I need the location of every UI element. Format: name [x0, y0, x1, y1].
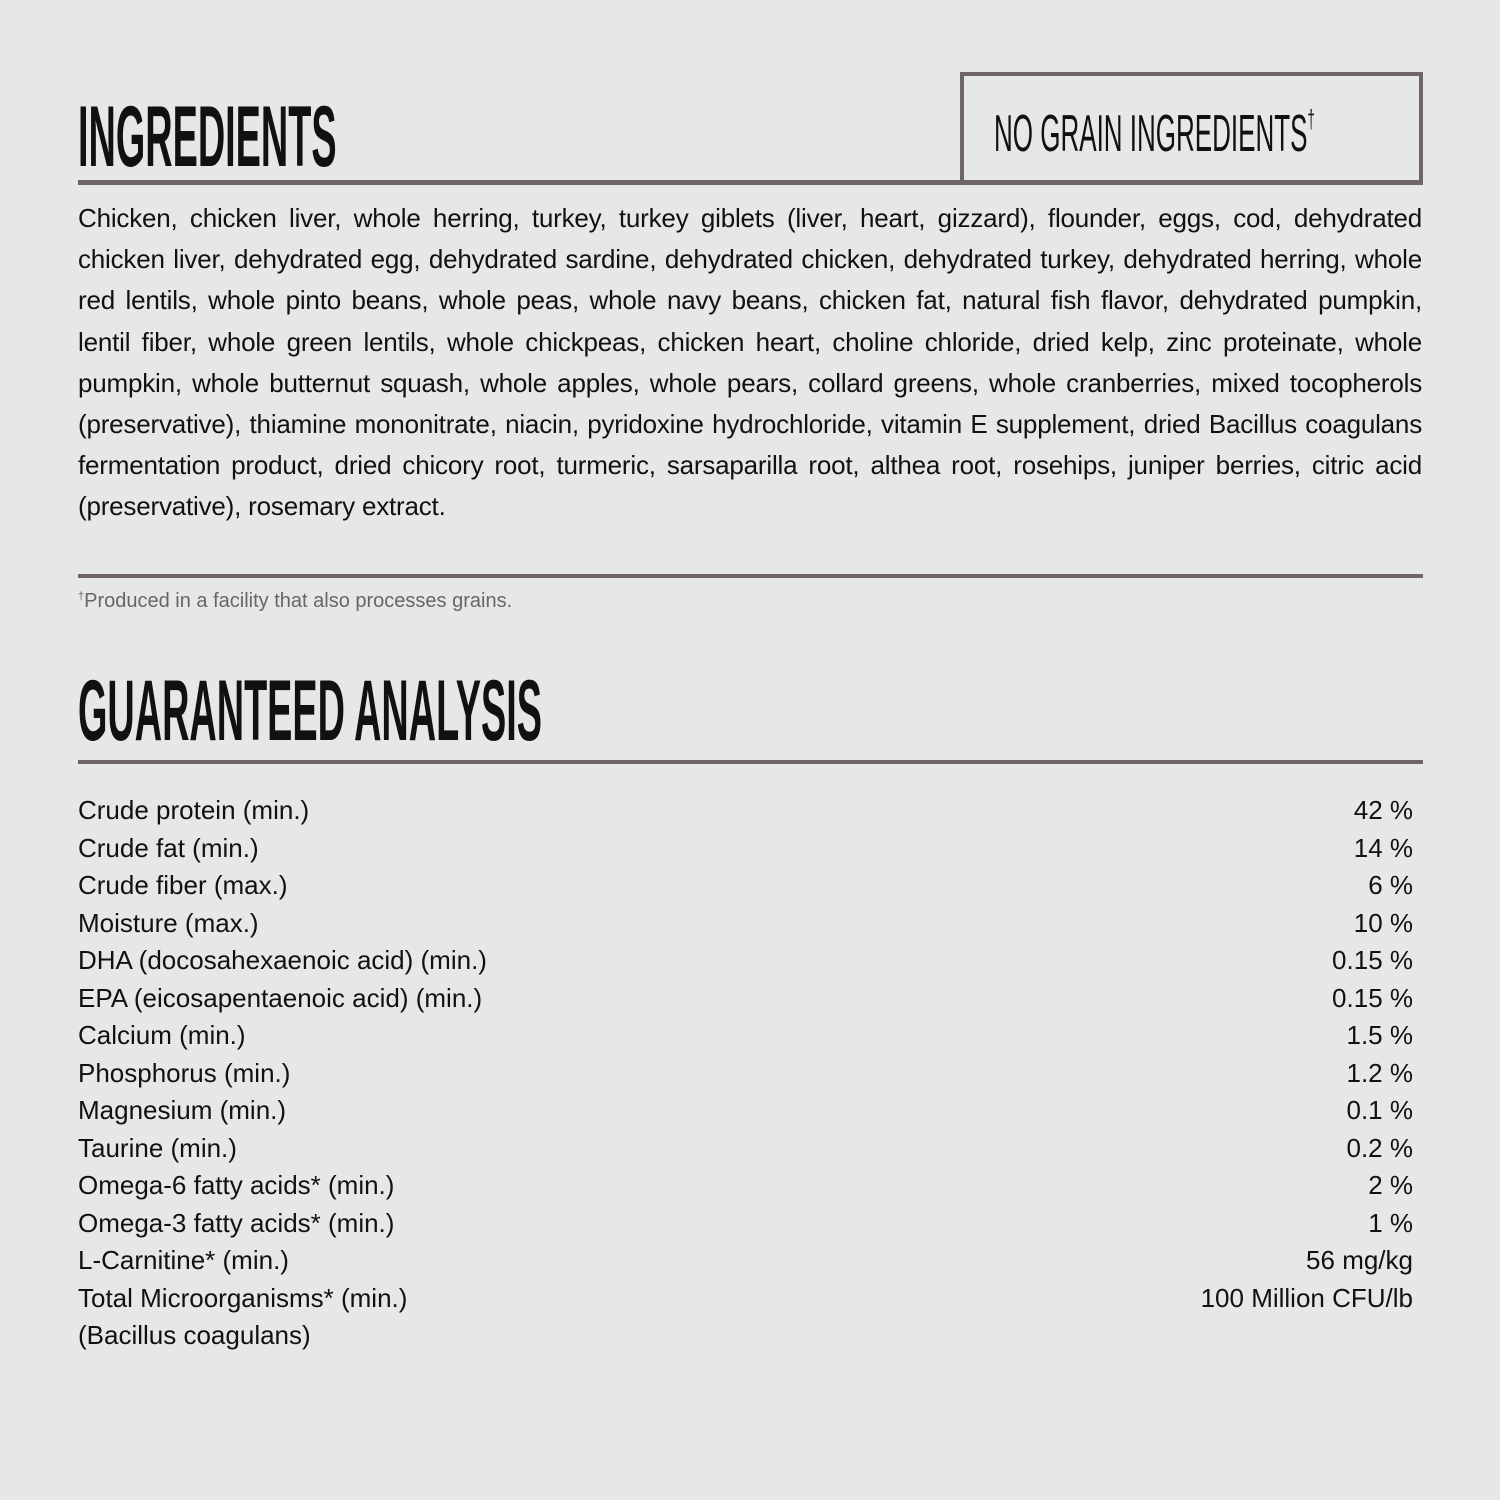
nutrient-label: Magnesium (min.)	[78, 1095, 287, 1125]
badge-label: NO GRAIN INGREDIENTS	[994, 105, 1308, 163]
nutrient-value: 1 %	[1368, 1207, 1413, 1238]
no-grain-badge: NO GRAIN INGREDIENTS†	[960, 72, 1423, 182]
analysis-row: Moisture (max.) 10 %	[78, 905, 1413, 943]
analysis-title: GUARANTEED ANALYSIS	[78, 663, 542, 759]
nutrient-label: Calcium (min.)	[78, 1020, 246, 1050]
analysis-row: Omega-3 fatty acids* (min.) 1 %	[78, 1205, 1413, 1243]
nutrient-label: Omega-6 fatty acids* (min.)	[78, 1170, 395, 1200]
analysis-table: Crude protein (min.) 42 % Crude fat (min.)…	[78, 792, 1413, 1355]
nutrient-value: 56 mg/kg	[1306, 1245, 1413, 1275]
nutrient-label: L-Carnitine* (min.)	[78, 1245, 289, 1275]
nutrient-value: 1.5 %	[1346, 1020, 1414, 1050]
nutrient-label: (Bacillus coagulans)	[78, 1320, 311, 1350]
analysis-row: Omega-6 fatty acids* (min.) 2 %	[78, 1167, 1413, 1205]
nutrient-value: 1.2 %	[1346, 1057, 1414, 1088]
analysis-row: Phosphorus (min.) 1.2 %	[78, 1055, 1413, 1093]
nutrient-label: Taurine (min.)	[78, 1132, 237, 1163]
nutrient-value: 6 %	[1368, 870, 1413, 900]
footnote-mark: †	[78, 590, 85, 603]
nutrient-label: EPA (eicosapentaenoic acid) (min.)	[78, 982, 483, 1013]
analysis-row: Crude fiber (max.) 6 %	[78, 867, 1413, 905]
footnote: †Produced in a facility that also proces…	[78, 590, 512, 613]
nutrient-label: DHA (docosahexaenoic acid) (min.)	[78, 945, 487, 975]
dagger-mark: †	[1307, 104, 1315, 134]
ingredients-list: Chicken, chicken liver, whole herring, t…	[78, 203, 1422, 522]
analysis-row: L-Carnitine* (min.) 56 mg/kg	[78, 1242, 1413, 1280]
nutrient-label: Omega-3 fatty acids* (min.)	[78, 1207, 395, 1238]
nutrient-label: Crude protein (min.)	[78, 795, 310, 825]
ingredients-top-rule	[78, 180, 1423, 185]
analysis-rule	[78, 760, 1423, 764]
nutrient-label: Total Microorganisms* (min.)	[78, 1282, 408, 1313]
nutrient-label: Crude fiber (max.)	[78, 870, 288, 900]
analysis-row: Taurine (min.) 0.2 %	[78, 1130, 1413, 1168]
analysis-row: DHA (docosahexaenoic acid) (min.) 0.15 %	[78, 942, 1413, 980]
analysis-row: Crude protein (min.) 42 %	[78, 792, 1413, 830]
nutrient-value: 0.2 %	[1346, 1132, 1414, 1163]
nutrient-label: Crude fat (min.)	[78, 832, 259, 863]
nutrient-value: 0.15 %	[1332, 982, 1413, 1013]
nutrient-value: 100 Million CFU/lb	[1200, 1282, 1413, 1313]
nutrient-value: 42 %	[1353, 795, 1413, 825]
nutrient-value: 2 %	[1368, 1170, 1413, 1200]
analysis-row: Calcium (min.) 1.5 %	[78, 1017, 1413, 1055]
nutrient-value: 14 %	[1353, 832, 1413, 863]
nutrient-value: 0.1 %	[1346, 1095, 1414, 1125]
analysis-row: Total Microorganisms* (min.) 100 Million …	[78, 1280, 1413, 1318]
nutrient-label: Moisture (max.)	[78, 907, 259, 938]
ingredients-title: INGREDIENTS	[78, 89, 337, 185]
nutrient-value: 10 %	[1353, 907, 1413, 938]
analysis-row: EPA (eicosapentaenoic acid) (min.) 0.15 %	[78, 980, 1413, 1018]
nutrient-value: 0.15 %	[1332, 945, 1413, 975]
analysis-row: Crude fat (min.) 14 %	[78, 830, 1413, 868]
analysis-row: Magnesium (min.) 0.1 %	[78, 1092, 1413, 1130]
analysis-row: (Bacillus coagulans)	[78, 1317, 1413, 1355]
no-grain-badge-text: NO GRAIN INGREDIENTS†	[994, 104, 1315, 164]
nutrient-label: Phosphorus (min.)	[78, 1057, 291, 1088]
footnote-text: Produced in a facility that also process…	[84, 590, 513, 612]
ingredients-bottom-rule	[78, 574, 1423, 578]
